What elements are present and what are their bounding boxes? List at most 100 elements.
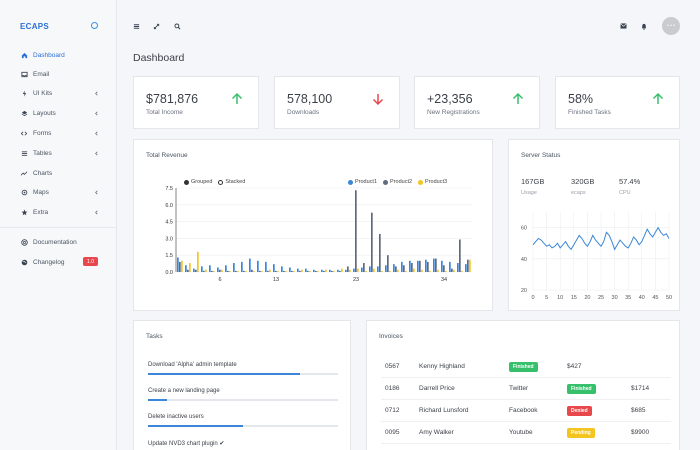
stat-label: Total Income bbox=[146, 109, 183, 116]
sidebar-item-dashboard[interactable]: Dashboard bbox=[20, 49, 110, 61]
series-legend: Product1 Product2 Product3 bbox=[348, 179, 447, 185]
task-label[interactable]: Create a new landing page bbox=[148, 388, 220, 394]
sidebar-item-layouts[interactable]: Layouts bbox=[20, 107, 110, 119]
bar bbox=[373, 268, 375, 272]
chevron-left-icon bbox=[92, 188, 100, 196]
stat-label: Finished Tasks bbox=[568, 109, 611, 116]
bar bbox=[189, 263, 191, 272]
bar bbox=[457, 263, 459, 272]
legend-swatch[interactable] bbox=[418, 179, 424, 185]
y-tick-label: 4.5 bbox=[165, 220, 173, 226]
stacked-label[interactable]: Stacked bbox=[225, 179, 246, 185]
search-icon[interactable] bbox=[173, 22, 181, 30]
invoice-source: Facebook bbox=[509, 407, 538, 414]
bar bbox=[249, 258, 251, 272]
chevron-left-icon bbox=[92, 109, 100, 117]
avatar[interactable]: • • • bbox=[662, 17, 680, 35]
server-line-chart: 60 40 20 0 5 10 15 20 25 30 35 40 45 50 bbox=[521, 212, 672, 301]
bar bbox=[265, 261, 267, 272]
x-tick-label: 10 bbox=[557, 295, 563, 301]
bar bbox=[229, 270, 231, 272]
stat-card-income: $781,876 Total Income bbox=[133, 76, 259, 129]
bar bbox=[267, 270, 269, 272]
mail-icon[interactable] bbox=[619, 22, 627, 30]
legend-swatch[interactable] bbox=[348, 179, 353, 185]
layers-icon bbox=[20, 109, 28, 117]
legend-label[interactable]: Product3 bbox=[425, 179, 448, 185]
task-label[interactable]: Download 'Alpha' admin template bbox=[148, 362, 237, 368]
invoice-amount: $427 bbox=[567, 363, 582, 370]
grouped-label[interactable]: Grouped bbox=[191, 179, 213, 185]
y-tick-label: 40 bbox=[521, 257, 527, 263]
legend-swatch[interactable] bbox=[383, 179, 389, 185]
bar bbox=[371, 212, 373, 272]
table-row[interactable]: 0095 Amy Walker Youtube Pending $9900 bbox=[381, 422, 671, 444]
avatar-text: • • • bbox=[666, 23, 676, 29]
menu-icon[interactable] bbox=[132, 22, 140, 30]
bell-icon[interactable] bbox=[640, 22, 648, 30]
y-tick-label: 1.5 bbox=[165, 253, 173, 259]
table-row[interactable]: 0186 Darrell Price Twitter Finished $171… bbox=[381, 378, 671, 400]
sidebar-item-label: Maps bbox=[33, 188, 49, 196]
stat-card-downloads: 578,100 Downloads bbox=[274, 76, 400, 129]
bar bbox=[315, 270, 317, 272]
tasks-card: Tasks Download 'Alpha' admin template Cr… bbox=[133, 320, 351, 450]
x-tick-label: 34 bbox=[441, 277, 447, 283]
sidebar-item-extra[interactable]: Extra bbox=[20, 206, 110, 218]
status-badge: Finished bbox=[567, 384, 596, 394]
sidebar-item-changelog[interactable]: Changelog 1.0 bbox=[20, 256, 110, 268]
x-tick-label: 20 bbox=[584, 295, 590, 301]
bar bbox=[193, 268, 195, 272]
bar bbox=[409, 260, 411, 272]
bar bbox=[443, 265, 445, 272]
server-metric-value: 167GB bbox=[521, 177, 545, 186]
brand-logo[interactable]: ECAPS bbox=[20, 22, 50, 31]
sidebar-item-label: Dashboard bbox=[33, 51, 65, 59]
sidebar-item-label: Tables bbox=[33, 149, 52, 157]
fullscreen-icon[interactable] bbox=[152, 22, 160, 30]
sidebar-item-tables[interactable]: Tables bbox=[20, 147, 110, 159]
sidebar-item-forms[interactable]: Forms bbox=[20, 127, 110, 139]
bar bbox=[449, 261, 451, 272]
bar bbox=[381, 270, 383, 272]
stat-value: 578,100 bbox=[287, 92, 333, 106]
invoice-source: Twitter bbox=[509, 385, 529, 392]
bar bbox=[389, 270, 391, 272]
invoice-id: 0186 bbox=[385, 385, 400, 392]
table-row[interactable]: 0712 Richard Lunsford Facebook Denied $6… bbox=[381, 400, 671, 422]
task-label[interactable]: Update NVD3 chart plugin ✔ bbox=[148, 441, 225, 447]
table-row[interactable]: 0567 Kenny Highland Finished $427 bbox=[381, 356, 671, 378]
bar bbox=[213, 270, 215, 272]
sidebar-item-ui-kits[interactable]: UI Kits bbox=[20, 87, 110, 99]
sidebar-item-documentation[interactable]: Documentation bbox=[20, 236, 110, 248]
invoice-amount: $685 bbox=[631, 407, 646, 414]
inbox-icon bbox=[20, 70, 28, 78]
bar bbox=[459, 239, 461, 272]
bar bbox=[219, 269, 221, 272]
grouped-radio[interactable] bbox=[184, 179, 189, 185]
task-label[interactable]: Delete inactive users bbox=[148, 414, 204, 420]
bar bbox=[341, 268, 343, 272]
bar bbox=[379, 233, 381, 272]
bar bbox=[461, 270, 463, 272]
sidebar-item-charts[interactable]: Charts bbox=[20, 167, 110, 179]
stacked-radio[interactable] bbox=[218, 179, 224, 185]
sidebar-item-email[interactable]: Email bbox=[20, 68, 110, 80]
bar bbox=[273, 264, 275, 272]
code-icon bbox=[20, 129, 28, 137]
bar bbox=[349, 269, 351, 272]
sidebar-toggle-icon[interactable] bbox=[91, 22, 98, 29]
bar bbox=[365, 270, 367, 272]
bar bbox=[453, 269, 455, 272]
stat-value: $781,876 bbox=[146, 92, 199, 106]
y-tick-label: 6.0 bbox=[165, 203, 173, 209]
stat-value: +23,356 bbox=[427, 92, 473, 106]
legend-label[interactable]: Product2 bbox=[390, 179, 413, 185]
x-tick-label: 45 bbox=[652, 295, 658, 301]
bar bbox=[413, 268, 415, 272]
sidebar-item-maps[interactable]: Maps bbox=[20, 186, 110, 198]
legend-label[interactable]: Product1 bbox=[355, 179, 378, 185]
bar bbox=[251, 269, 253, 272]
bar bbox=[363, 263, 365, 272]
x-tick-label: 13 bbox=[273, 277, 279, 283]
